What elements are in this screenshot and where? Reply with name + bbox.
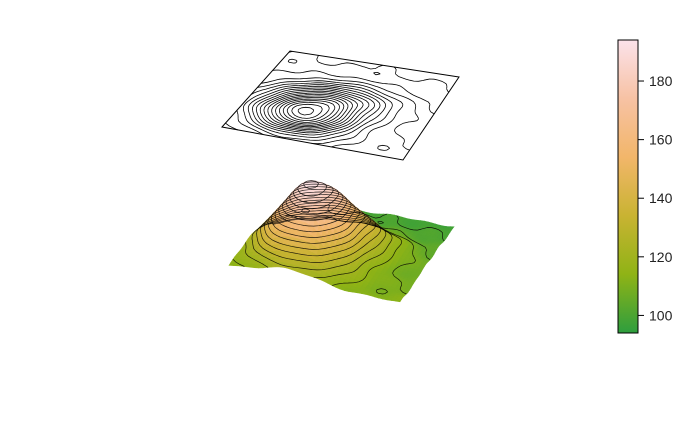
contour-line-120 — [236, 82, 393, 145]
surface-contour-line-170 — [285, 188, 344, 216]
contour-line-110 — [261, 77, 420, 151]
surface-contour-line-165 — [282, 191, 348, 221]
contour-plane-frame — [221, 50, 460, 161]
colorbar-scale — [617, 39, 639, 334]
contour-line-100 — [287, 51, 450, 93]
colorbar-tick-label: 100 — [649, 307, 673, 323]
surface-contour-line-140 — [263, 204, 371, 250]
surface-contour-lines — [232, 180, 445, 295]
colorbar-ticks: 100 120 140 160 180 — [638, 73, 673, 323]
contour-line-130 — [247, 85, 381, 138]
surface-facet — [395, 298, 402, 303]
surface-contour-line-150 — [271, 199, 361, 238]
surface-contour-line-190 — [303, 180, 319, 189]
contour-line-180 — [286, 101, 330, 121]
contour-line-190 — [297, 106, 315, 116]
contour-line-105 — [272, 69, 435, 115]
surface-contour-line-130 — [256, 210, 382, 263]
contour-line-145 — [259, 90, 364, 132]
surface-contour-line-105 — [285, 215, 431, 260]
contour-line-155 — [267, 94, 353, 129]
contour-line-185 — [291, 103, 323, 119]
contour-line-175 — [282, 100, 336, 123]
surface-contour-line-155 — [274, 196, 356, 233]
contour-line-150 — [263, 92, 358, 130]
surface-contour-line-125 — [251, 212, 387, 271]
surface-contour-line-100 — [301, 200, 445, 242]
contour-line-165 — [275, 97, 345, 126]
surface-contour-line-145 — [267, 202, 366, 244]
contour-line-160 — [271, 95, 349, 128]
colorbar-tick-label: 180 — [649, 73, 673, 89]
contour-line-140 — [255, 89, 370, 134]
contour-line-115 — [225, 80, 404, 148]
colorbar-tick-label: 120 — [649, 249, 673, 265]
colorbar-tick-label: 140 — [649, 190, 673, 206]
contour-line-135 — [252, 87, 376, 136]
surface-plot — [228, 180, 455, 303]
colorbar-tick-label: 160 — [649, 132, 673, 148]
contour-line-125 — [243, 84, 386, 141]
contour-plane — [221, 50, 460, 161]
colorbar: 100 120 140 160 180 — [617, 39, 673, 334]
surface-contour-line-160 — [278, 194, 352, 227]
contour-plane-lines — [225, 51, 450, 151]
contour-line-170 — [279, 98, 340, 125]
